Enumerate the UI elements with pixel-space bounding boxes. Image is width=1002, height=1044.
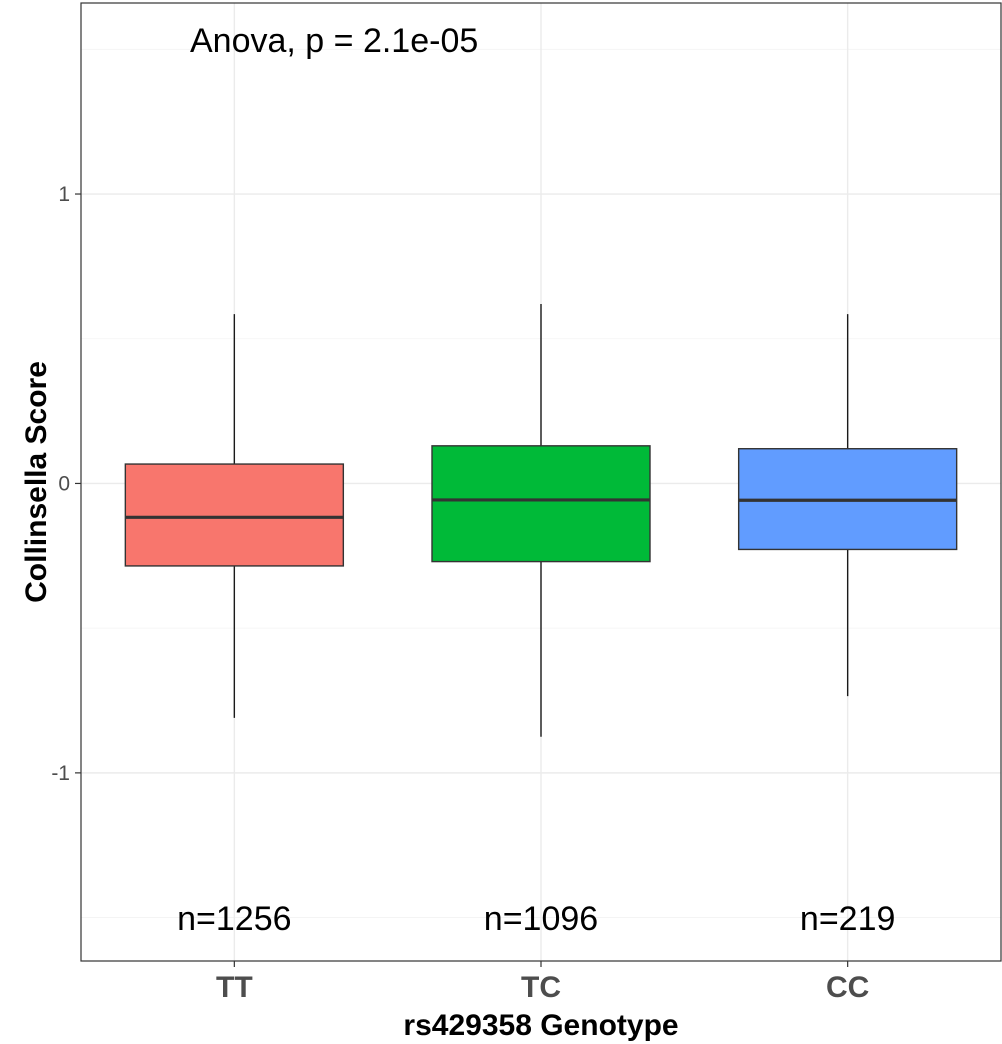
box-iqr [124,463,345,567]
box-group-tc: n=1096 [431,304,651,938]
box-group-tt: n=1256 [124,314,345,938]
count-label: n=219 [800,900,896,938]
x-axis-title: rs429358 Genotype [403,1009,678,1042]
box-group-cc: n=219 [737,314,958,938]
x-tick-label: TC [521,971,561,1004]
x-tick-label: TT [216,971,253,1004]
box-iqr [431,445,651,563]
count-label: n=1256 [177,900,291,938]
axes: -1 0 1 TT TC CC [51,183,869,1004]
y-tick-label: 0 [58,472,70,495]
y-tick-label: -1 [51,762,70,785]
boxes: n=1256 n=1096 n=219 [124,304,958,938]
y-tick-label: 1 [58,183,70,206]
count-label: n=1096 [484,900,598,938]
anova-annotation: Anova, p = 2.1e-05 [190,22,478,60]
y-axis-title: Collinsella Score [20,361,53,603]
x-tick-label: CC [826,971,869,1004]
